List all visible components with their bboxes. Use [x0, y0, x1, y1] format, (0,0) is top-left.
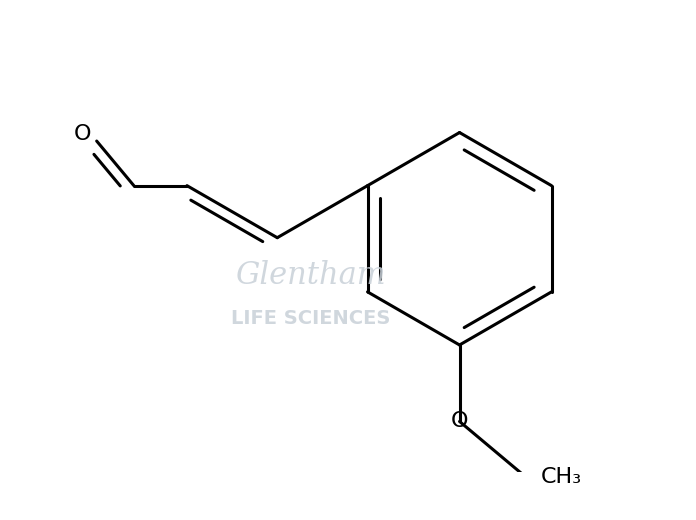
Text: O: O — [451, 411, 468, 432]
Text: CH₃: CH₃ — [540, 466, 581, 487]
Text: O: O — [74, 124, 92, 144]
Text: Glentham: Glentham — [235, 261, 386, 291]
Text: LIFE SCIENCES: LIFE SCIENCES — [231, 309, 390, 328]
